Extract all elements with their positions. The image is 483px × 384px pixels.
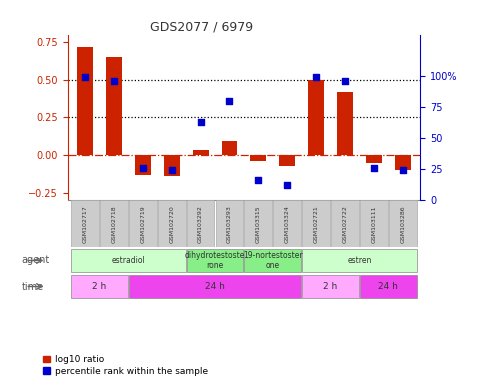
Text: GSM103111: GSM103111 — [371, 205, 376, 243]
Bar — [71, 275, 128, 298]
Bar — [244, 200, 272, 247]
Bar — [302, 200, 330, 247]
Text: GSM102719: GSM102719 — [140, 205, 145, 243]
Bar — [187, 249, 243, 272]
Text: GSM103315: GSM103315 — [256, 205, 261, 243]
Bar — [395, 155, 411, 170]
Bar — [302, 249, 417, 272]
Text: time: time — [22, 281, 44, 291]
Bar — [222, 141, 238, 155]
Text: 24 h: 24 h — [379, 282, 398, 291]
Bar — [331, 200, 359, 247]
Text: GSM103292: GSM103292 — [198, 205, 203, 243]
Text: 24 h: 24 h — [205, 282, 225, 291]
Point — [139, 165, 147, 171]
Bar — [279, 155, 295, 166]
Bar — [164, 155, 180, 176]
Bar — [187, 200, 214, 247]
Point — [284, 182, 291, 188]
Point — [168, 167, 175, 174]
Text: 2 h: 2 h — [324, 282, 338, 291]
Point — [197, 119, 204, 125]
Bar — [158, 200, 185, 247]
Text: agent: agent — [22, 255, 50, 265]
Text: GSM102720: GSM102720 — [169, 205, 174, 243]
Bar — [360, 275, 417, 298]
Text: estren: estren — [347, 256, 372, 265]
Bar — [193, 151, 209, 155]
Text: GSM102722: GSM102722 — [342, 205, 348, 243]
Bar — [389, 200, 417, 247]
Text: GSM102718: GSM102718 — [112, 205, 116, 243]
Text: 2 h: 2 h — [92, 282, 107, 291]
Bar — [366, 155, 382, 162]
Bar — [360, 200, 388, 247]
Bar — [100, 200, 128, 247]
Point — [370, 165, 378, 171]
Bar — [273, 200, 301, 247]
Text: 19-nortestoster
one: 19-nortestoster one — [243, 251, 303, 270]
Point — [313, 74, 320, 80]
Bar — [106, 57, 122, 155]
Title: GDS2077 / 6979: GDS2077 / 6979 — [150, 20, 253, 33]
Legend: log10 ratio, percentile rank within the sample: log10 ratio, percentile rank within the … — [43, 355, 208, 376]
Text: dihydrotestoste
rone: dihydrotestoste rone — [185, 251, 245, 270]
Bar — [215, 200, 243, 247]
Text: estradiol: estradiol — [112, 256, 145, 265]
Bar — [337, 92, 353, 155]
Text: GSM103286: GSM103286 — [400, 205, 405, 243]
Bar — [244, 249, 301, 272]
Point — [255, 177, 262, 183]
Text: GSM103324: GSM103324 — [285, 205, 290, 243]
Bar — [71, 249, 185, 272]
Bar — [77, 46, 93, 155]
Point — [110, 78, 118, 84]
Bar — [302, 275, 359, 298]
Bar — [308, 80, 324, 155]
Bar — [129, 275, 301, 298]
Text: GSM103293: GSM103293 — [227, 205, 232, 243]
Text: GSM102721: GSM102721 — [313, 205, 319, 243]
Point — [226, 98, 233, 104]
Bar — [71, 200, 99, 247]
Bar — [250, 155, 266, 161]
Point — [341, 78, 349, 84]
Bar — [129, 200, 156, 247]
Text: GSM102717: GSM102717 — [83, 205, 87, 243]
Point — [81, 74, 89, 80]
Point — [399, 167, 407, 174]
Bar — [135, 155, 151, 175]
